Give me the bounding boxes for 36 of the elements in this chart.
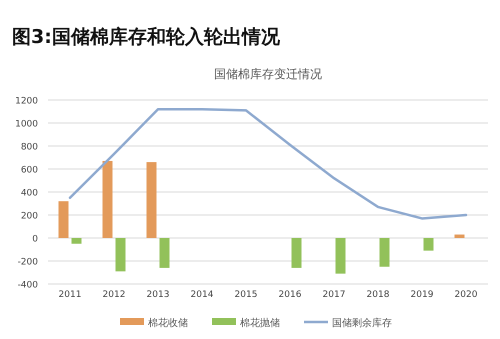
x-tick-label: 2011 [58,290,82,300]
x-tick-label: 2014 [190,290,214,300]
chart-subtitle: 国储棉库存变迁情况 [214,67,322,81]
y-tick-label: -200 [18,258,38,268]
y-tick-label: 800 [20,142,38,152]
y-tick-label: -400 [18,280,38,290]
y-tick-label: 1000 [15,120,38,130]
bar [58,201,68,238]
x-tick-label: 2018 [366,290,390,300]
bar [336,238,346,274]
legend-label: 棉花收储 [148,317,188,329]
x-tick-label: 2016 [278,290,302,300]
bar [454,234,464,238]
x-tick-label: 2020 [454,290,478,300]
y-tick-label: 200 [20,212,38,222]
bar [380,238,390,267]
x-tick-label: 2013 [146,290,170,300]
bar [116,238,126,272]
line-series [68,108,468,220]
chart-title: 图3:国储棉库存和轮入轮出情况 [12,26,281,48]
bar [146,162,156,238]
legend-label: 棉花抛储 [240,317,280,329]
x-tick-label: 2017 [322,290,346,300]
bar [72,238,82,244]
y-tick-label: 400 [20,188,38,198]
x-tick-label: 2012 [102,290,126,300]
bar [292,238,302,268]
bar [102,160,112,238]
legend-label: 国储剩余库存 [332,317,392,329]
x-tick-label: 2019 [410,290,434,300]
y-tick-label: 0 [32,234,38,244]
y-tick-label: 1200 [15,96,38,106]
x-tick-label: 2015 [234,290,258,300]
bar [160,238,170,268]
bar [424,238,434,251]
y-tick-label: 600 [20,166,38,176]
